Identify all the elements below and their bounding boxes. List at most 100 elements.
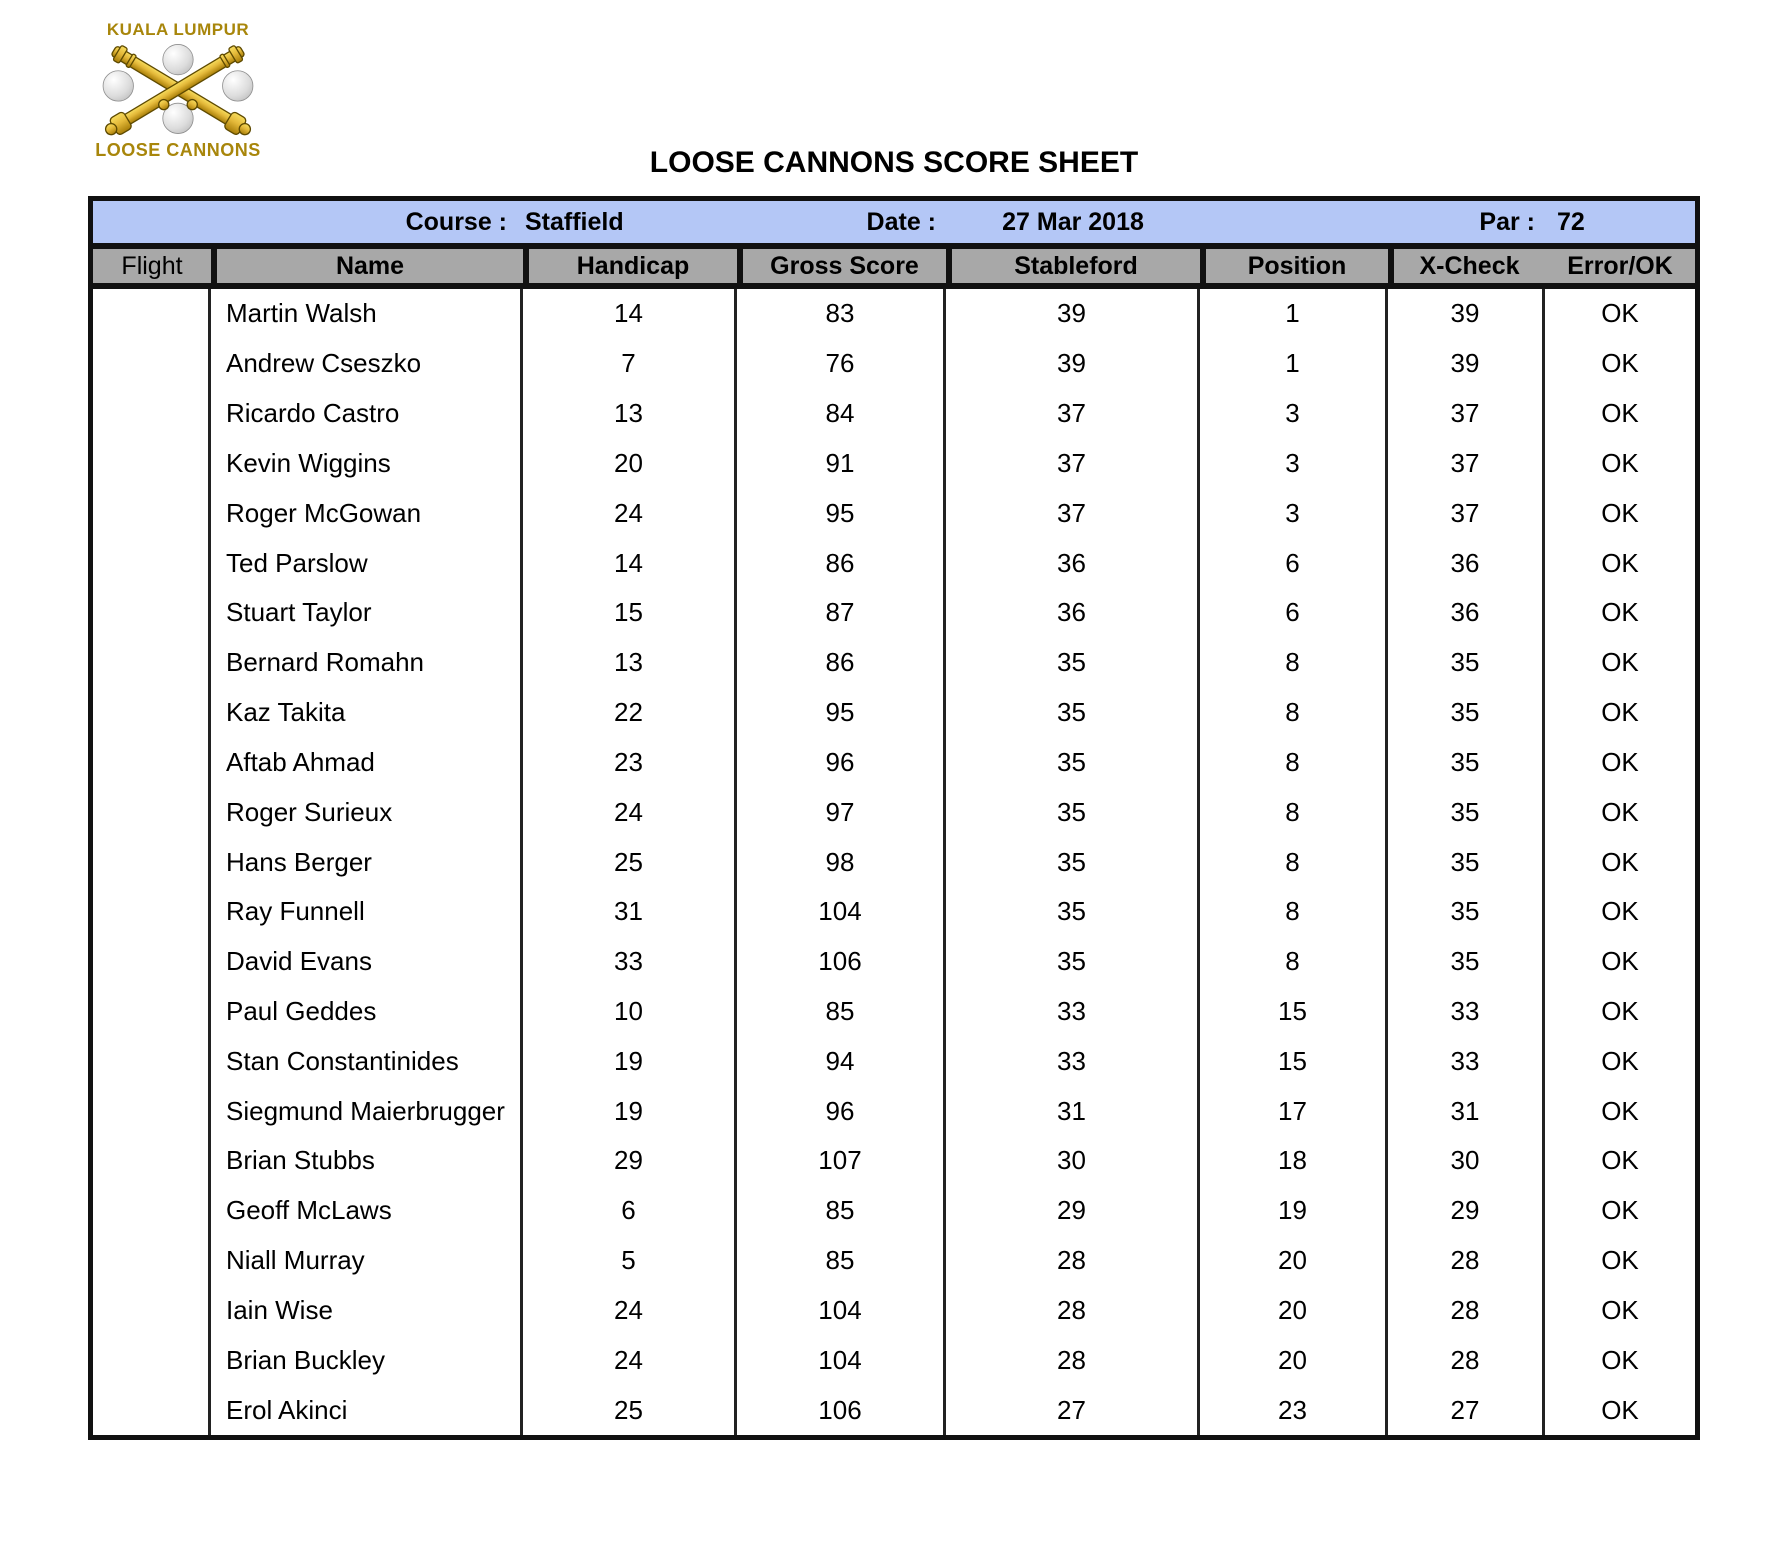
- flight-cell: [93, 637, 211, 688]
- stableford-cell: 37: [946, 388, 1200, 439]
- position-cell: 6: [1200, 538, 1388, 588]
- status-cell: OK: [1601, 1245, 1639, 1276]
- flight-cell: [93, 1136, 211, 1186]
- status-cell: OK: [1601, 1095, 1639, 1126]
- status-cell: OK: [1601, 846, 1639, 877]
- position-cell: 3: [1200, 388, 1388, 439]
- stableford-cell: 28: [946, 1335, 1200, 1386]
- gross-cell: 76: [737, 338, 946, 389]
- table-row: Kevin Wiggins 20 91 37 3 37 OK: [93, 438, 1695, 489]
- stableford-cell: 35: [946, 687, 1200, 738]
- gross-cell: 104: [737, 1285, 946, 1336]
- table-row: Roger Surieux 24 97 35 8 35 OK: [93, 787, 1695, 838]
- column-header-flight: Flight: [93, 249, 211, 283]
- status-cell: OK: [1601, 647, 1639, 678]
- handicap-cell: 6: [523, 1185, 737, 1236]
- gross-cell: 91: [737, 438, 946, 489]
- handicap-cell: 13: [523, 388, 737, 439]
- crossed-cannons-icon: [102, 44, 254, 136]
- handicap-cell: 7: [523, 338, 737, 389]
- xcheck-cell: 28: [1388, 1235, 1545, 1286]
- stableford-cell: 39: [946, 338, 1200, 389]
- name-cell: Kaz Takita: [211, 687, 523, 738]
- position-cell: 1: [1200, 289, 1388, 339]
- flight-cell: [93, 538, 211, 588]
- status-cell: OK: [1601, 796, 1639, 827]
- position-cell: 8: [1200, 936, 1388, 987]
- status-cell: OK: [1601, 597, 1639, 628]
- xcheck-cell: 29: [1388, 1185, 1545, 1236]
- column-header-name: Name: [211, 249, 523, 283]
- name-cell: Ted Parslow: [211, 538, 523, 588]
- position-cell: 18: [1200, 1136, 1388, 1186]
- table-row: Brian Buckley 24 104 28 20 28 OK: [93, 1335, 1695, 1386]
- info-bar-spacer: [1200, 201, 1388, 243]
- name-cell: Roger Surieux: [211, 787, 523, 838]
- table-row: Niall Murray 5 85 28 20 28 OK: [93, 1235, 1695, 1286]
- position-cell: 8: [1200, 837, 1388, 887]
- table-row: Geoff McLaws 6 85 29 19 29 OK: [93, 1185, 1695, 1236]
- stableford-cell: 36: [946, 538, 1200, 588]
- name-cell: Bernard Romahn: [211, 637, 523, 688]
- handicap-cell: 13: [523, 637, 737, 688]
- xcheck-cell: 33: [1388, 986, 1545, 1037]
- flight-cell: [93, 1235, 211, 1286]
- column-header-check-group: X-Check Error/OK: [1388, 249, 1695, 283]
- flight-cell: [93, 986, 211, 1037]
- stableford-cell: 39: [946, 289, 1200, 339]
- xcheck-cell: 33: [1388, 1036, 1545, 1087]
- name-cell: Kevin Wiggins: [211, 438, 523, 489]
- flight-cell: [93, 338, 211, 389]
- position-cell: 20: [1200, 1335, 1388, 1386]
- status-cell: OK: [1601, 298, 1639, 329]
- table-row: Martin Walsh 14 83 39 1 39 OK: [93, 289, 1695, 339]
- flight-cell: [93, 1335, 211, 1386]
- xcheck-cell: 31: [1388, 1086, 1545, 1137]
- xcheck-cell: 35: [1388, 687, 1545, 738]
- handicap-cell: 23: [523, 737, 737, 788]
- stableford-cell: 29: [946, 1185, 1200, 1236]
- position-cell: 6: [1200, 587, 1388, 638]
- flight-cell: [93, 687, 211, 738]
- handicap-cell: 22: [523, 687, 737, 738]
- name-cell: Ricardo Castro: [211, 388, 523, 439]
- handicap-cell: 19: [523, 1086, 737, 1137]
- flight-cell: [93, 289, 211, 339]
- position-cell: 1: [1200, 338, 1388, 389]
- gross-cell: 85: [737, 1185, 946, 1236]
- gross-cell: 106: [737, 1385, 946, 1436]
- xcheck-cell: 37: [1388, 488, 1545, 539]
- position-cell: 8: [1200, 637, 1388, 688]
- par-value: 72: [1557, 207, 1585, 236]
- gross-cell: 106: [737, 936, 946, 987]
- table-row: Andrew Cseszko 7 76 39 1 39 OK: [93, 338, 1695, 389]
- position-cell: 8: [1200, 886, 1388, 937]
- stableford-cell: 37: [946, 488, 1200, 539]
- name-cell: Roger McGowan: [211, 488, 523, 539]
- xcheck-cell: 28: [1388, 1335, 1545, 1386]
- gross-cell: 85: [737, 1235, 946, 1286]
- name-cell: Brian Buckley: [211, 1335, 523, 1386]
- table-row: Aftab Ahmad 23 96 35 8 35 OK: [93, 737, 1695, 788]
- handicap-cell: 14: [523, 538, 737, 588]
- xcheck-cell: 36: [1388, 587, 1545, 638]
- par-label: Par :: [1479, 207, 1535, 236]
- name-cell: David Evans: [211, 936, 523, 987]
- position-cell: 17: [1200, 1086, 1388, 1137]
- handicap-cell: 5: [523, 1235, 737, 1286]
- stableford-cell: 28: [946, 1285, 1200, 1336]
- position-cell: 3: [1200, 488, 1388, 539]
- status-cell: OK: [1601, 547, 1639, 578]
- table-row: Bernard Romahn 13 86 35 8 35 OK: [93, 637, 1695, 688]
- status-cell: OK: [1601, 1294, 1639, 1325]
- gross-cell: 104: [737, 886, 946, 937]
- name-cell: Geoff McLaws: [211, 1185, 523, 1236]
- club-logo: KUALA LUMPUR: [94, 20, 262, 161]
- position-cell: 20: [1200, 1285, 1388, 1336]
- course-label: Course :: [405, 207, 507, 236]
- xcheck-cell: 37: [1388, 438, 1545, 489]
- name-cell: Paul Geddes: [211, 986, 523, 1037]
- stableford-cell: 37: [946, 438, 1200, 489]
- table-body: Martin Walsh 14 83 39 1 39 OK Andrew Cse…: [93, 289, 1695, 1436]
- gross-cell: 94: [737, 1036, 946, 1087]
